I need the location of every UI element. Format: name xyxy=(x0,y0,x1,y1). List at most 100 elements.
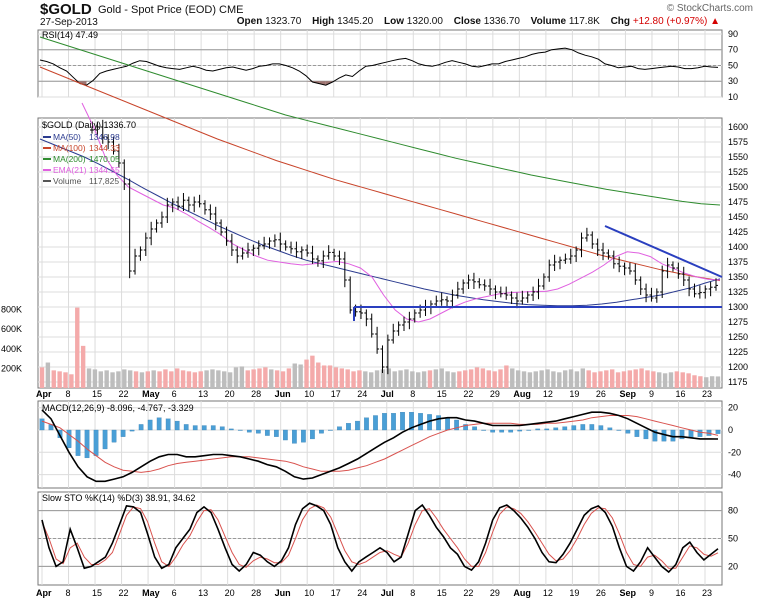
volume-bar xyxy=(133,371,139,388)
x-axis-label-bottom: 6 xyxy=(172,588,177,598)
volume-bar xyxy=(298,364,303,388)
volume-bar xyxy=(551,371,556,388)
macd-histogram-bar xyxy=(598,425,604,431)
volume-bar xyxy=(527,372,533,388)
volume-bar xyxy=(515,370,521,388)
volume-bar xyxy=(104,370,109,388)
x-axis-label-top: 23 xyxy=(702,389,712,399)
macd-histogram-bar xyxy=(490,429,496,433)
x-axis-label-bottom: 29 xyxy=(490,588,500,598)
price-tick-label: 1550 xyxy=(728,152,748,162)
x-axis-label-top: 16 xyxy=(675,389,685,399)
volume-bar xyxy=(698,376,703,388)
macd-histogram-bar xyxy=(535,428,541,431)
macd-histogram-bar xyxy=(382,413,387,431)
volume-bar xyxy=(398,370,403,388)
volume-bar xyxy=(562,370,568,388)
price-tick-label: 1250 xyxy=(728,332,748,342)
price-tick-label: 1325 xyxy=(728,287,748,297)
legend-value: 1346.98 xyxy=(89,132,120,142)
volume-bar xyxy=(639,368,644,388)
x-axis-label-bottom: 15 xyxy=(437,588,447,598)
x-axis-label-top: 22 xyxy=(463,389,473,399)
price-tick-label: 1275 xyxy=(728,317,748,327)
volume-bar xyxy=(704,377,709,388)
x-axis-label-bottom: 10 xyxy=(304,588,314,598)
low-value: 1320.00 xyxy=(406,16,443,27)
volume-bar xyxy=(474,367,480,388)
volume-bar xyxy=(210,369,215,388)
macd-histogram-bar xyxy=(589,424,595,431)
ema21-line xyxy=(81,102,721,323)
macd-histogram-bar xyxy=(102,429,108,450)
x-axis-label-top: 13 xyxy=(198,389,208,399)
x-axis-label-top: Apr xyxy=(36,389,52,399)
volume-value: 117.8K xyxy=(568,16,600,27)
volume-bar xyxy=(439,368,444,388)
volume-bar xyxy=(621,371,627,388)
volume-bar xyxy=(216,370,221,388)
macd-histogram-bar xyxy=(643,429,649,440)
volume-bar xyxy=(380,369,386,388)
macd-panel-frame xyxy=(37,400,723,489)
legend-name: MA(200) xyxy=(53,154,86,164)
rsi-oversold-fill xyxy=(305,81,313,83)
x-axis-label-bottom: Aug xyxy=(513,588,531,598)
volume-tick-label: 600K xyxy=(1,324,22,334)
macd-histogram-bar xyxy=(201,425,207,431)
volume-bar xyxy=(116,371,121,388)
volume-bar xyxy=(180,370,186,388)
price-tick-label: 1200 xyxy=(728,362,748,372)
close-label: Close xyxy=(453,16,481,27)
price-tick-label: 1525 xyxy=(728,167,748,177)
volume-bar xyxy=(533,371,538,388)
macd-histogram-bar xyxy=(472,426,477,431)
volume-bar xyxy=(286,368,292,388)
volume-bar xyxy=(327,365,333,388)
volume-label: Volume xyxy=(530,16,567,27)
macd-histogram-bar xyxy=(544,428,550,431)
volume-bar xyxy=(486,370,491,388)
price-tick-label: 1600 xyxy=(728,122,748,132)
volume-bar xyxy=(222,371,227,388)
x-axis-label-top: 20 xyxy=(225,389,235,399)
macd-histogram-bar xyxy=(228,428,234,431)
volume-tick-label: 800K xyxy=(1,305,22,315)
up-arrow-icon: ▲ xyxy=(710,16,720,27)
macd-tick-label: -40 xyxy=(728,470,741,480)
volume-bar xyxy=(69,374,74,388)
sto-tick-label: 20 xyxy=(728,561,738,571)
x-axis-label-bottom: 17 xyxy=(331,588,341,598)
open-value: 1323.70 xyxy=(265,16,302,27)
volume-bar xyxy=(339,368,344,388)
x-axis-label-top: 12 xyxy=(543,389,553,399)
x-axis-label-top: 19 xyxy=(569,389,579,399)
x-axis-label-top: 24 xyxy=(357,389,367,399)
macd-histogram-bar xyxy=(57,429,63,438)
volume-bar xyxy=(163,369,168,388)
macd-histogram-bar xyxy=(625,429,631,434)
x-axis-label-top: 26 xyxy=(596,389,606,399)
rsi-tick-label: 10 xyxy=(728,92,738,102)
volume-bar xyxy=(586,370,591,388)
volume-bar xyxy=(410,371,415,388)
macd-histogram-bar xyxy=(93,429,99,456)
macd-histogram-bar xyxy=(454,419,459,431)
volume-bar xyxy=(192,372,198,388)
macd-histogram-bar xyxy=(679,429,685,440)
macd-title: MACD(12,26,9) -8.096, -4.767, -3.329 xyxy=(42,403,194,413)
macd-histogram-bar xyxy=(436,415,441,431)
macd-histogram-bar xyxy=(364,417,369,431)
sto-title: Slow STO %K(14) %D(3) 38.91, 34.62 xyxy=(42,493,195,503)
volume-bar xyxy=(51,370,56,388)
legend-name: MA(100) xyxy=(53,143,86,153)
volume-bar xyxy=(374,370,380,388)
volume-tick-label: 400K xyxy=(1,344,22,354)
macd-histogram-bar xyxy=(553,427,559,431)
price-tick-label: 1225 xyxy=(728,347,748,357)
x-axis-label-top: Jul xyxy=(381,389,394,399)
volume-bar xyxy=(615,372,621,388)
stockcharts-brand[interactable]: © StockCharts.com xyxy=(666,3,753,14)
x-axis-label-top: 8 xyxy=(66,389,71,399)
